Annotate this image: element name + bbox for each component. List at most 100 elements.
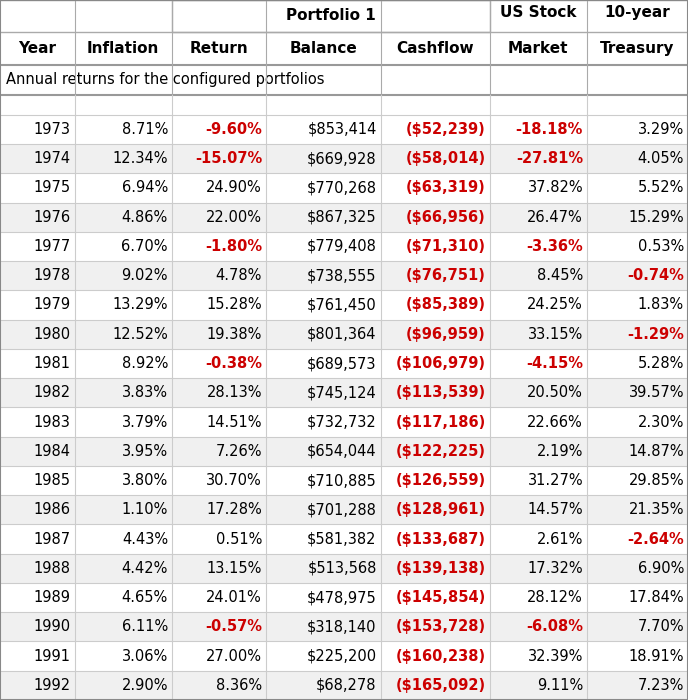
Bar [0,612,688,641]
Text: 12.52%: 12.52% [112,327,168,342]
Text: 14.51%: 14.51% [206,414,262,430]
Text: 1987: 1987 [34,531,71,547]
Text: 10-year: 10-year [605,5,670,20]
Text: 19.38%: 19.38% [206,327,262,342]
Text: 24.90%: 24.90% [206,181,262,195]
Text: $225,200: $225,200 [307,649,377,664]
Text: 4.42%: 4.42% [122,561,168,576]
Text: $745,124: $745,124 [307,385,377,400]
Text: 2.61%: 2.61% [537,531,583,547]
Text: $732,732: $732,732 [307,414,377,430]
Text: 4.86%: 4.86% [122,210,168,225]
Text: 4.78%: 4.78% [215,268,262,284]
Text: 8.45%: 8.45% [537,268,583,284]
Text: ($58,014): ($58,014) [405,151,486,166]
Text: 12.34%: 12.34% [113,151,168,166]
Text: -3.36%: -3.36% [526,239,583,254]
Text: 1977: 1977 [33,239,71,254]
Text: 20.50%: 20.50% [527,385,583,400]
Text: 9.11%: 9.11% [537,678,583,693]
Text: 4.05%: 4.05% [638,151,684,166]
Text: 1.83%: 1.83% [638,298,684,312]
Bar [0,641,688,671]
Text: 18.91%: 18.91% [629,649,684,664]
Text: 17.84%: 17.84% [628,590,684,605]
Text: $669,928: $669,928 [307,151,377,166]
Text: 26.47%: 26.47% [527,210,583,225]
Text: Inflation: Inflation [87,41,160,56]
Text: -2.64%: -2.64% [627,531,684,547]
Text: $581,382: $581,382 [308,531,377,547]
Text: 6.70%: 6.70% [122,239,168,254]
Bar [0,115,688,144]
Text: 24.01%: 24.01% [206,590,262,605]
Bar [0,495,688,524]
Text: ($160,238): ($160,238) [396,649,486,664]
Text: 6.11%: 6.11% [122,620,168,634]
Text: 21.35%: 21.35% [629,503,684,517]
Text: 3.95%: 3.95% [122,444,168,458]
Text: $770,268: $770,268 [307,181,377,195]
Text: 6.90%: 6.90% [638,561,684,576]
Text: 1975: 1975 [34,181,71,195]
Text: $801,364: $801,364 [308,327,377,342]
Text: 3.29%: 3.29% [638,122,684,137]
Text: 39.57%: 39.57% [629,385,684,400]
Bar [0,144,688,174]
Text: 22.66%: 22.66% [527,414,583,430]
Text: ($145,854): ($145,854) [396,590,486,605]
Text: 24.25%: 24.25% [527,298,583,312]
Bar [0,671,688,700]
Text: 0.53%: 0.53% [638,239,684,254]
Text: Cashflow: Cashflow [396,41,474,56]
Text: 3.06%: 3.06% [122,649,168,664]
Text: 4.43%: 4.43% [122,531,168,547]
Text: 5.52%: 5.52% [638,181,684,195]
Text: 14.87%: 14.87% [628,444,684,458]
Text: 1989: 1989 [34,590,71,605]
Text: 33.15%: 33.15% [528,327,583,342]
Text: -0.38%: -0.38% [205,356,262,371]
Text: ($117,186): ($117,186) [396,414,486,430]
Text: Year: Year [19,41,56,56]
Text: Annual returns for the configured portfolios: Annual returns for the configured portfo… [6,72,325,88]
Text: 29.85%: 29.85% [628,473,684,488]
Text: $710,885: $710,885 [307,473,377,488]
Text: ($66,956): ($66,956) [406,210,486,225]
Text: 15.29%: 15.29% [628,210,684,225]
Bar [0,378,688,407]
Text: 8.36%: 8.36% [216,678,262,693]
Bar [0,466,688,495]
Text: 15.28%: 15.28% [206,298,262,312]
Text: 1992: 1992 [34,678,71,693]
Text: 5.28%: 5.28% [638,356,684,371]
Text: 1982: 1982 [34,385,71,400]
Text: -1.29%: -1.29% [627,327,684,342]
Text: -0.57%: -0.57% [205,620,262,634]
Text: ($85,389): ($85,389) [406,298,486,312]
Bar [172,0,490,32]
Text: 4.65%: 4.65% [122,590,168,605]
Text: 8.92%: 8.92% [122,356,168,371]
Text: 13.29%: 13.29% [113,298,168,312]
Text: 28.12%: 28.12% [527,590,583,605]
Text: 1988: 1988 [34,561,71,576]
Text: $689,573: $689,573 [308,356,377,371]
Text: ($128,961): ($128,961) [396,503,486,517]
Text: 1978: 1978 [34,268,71,284]
Text: ($71,310): ($71,310) [406,239,486,254]
Text: 37.82%: 37.82% [528,181,583,195]
Text: 1974: 1974 [34,151,71,166]
Text: -0.74%: -0.74% [627,268,684,284]
Text: $701,288: $701,288 [307,503,377,517]
Text: 7.23%: 7.23% [638,678,684,693]
Bar [0,524,688,554]
Text: $478,975: $478,975 [307,590,377,605]
Bar [0,583,688,612]
Text: 30.70%: 30.70% [206,473,262,488]
Text: ($52,239): ($52,239) [406,122,486,137]
Text: 27.00%: 27.00% [206,649,262,664]
Text: 14.57%: 14.57% [528,503,583,517]
Bar [0,407,688,437]
Text: 17.28%: 17.28% [206,503,262,517]
